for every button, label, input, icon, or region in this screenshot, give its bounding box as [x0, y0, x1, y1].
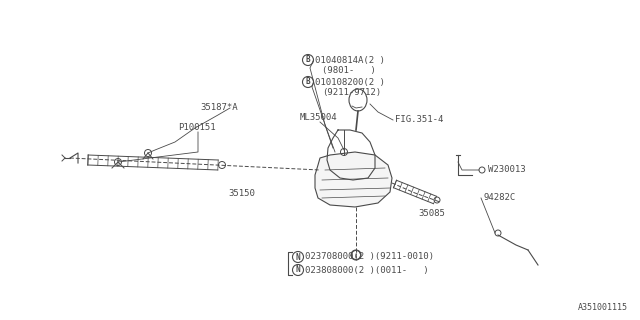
Text: A351001115: A351001115	[578, 303, 628, 312]
Text: 023808000(2 )(0011-   ): 023808000(2 )(0011- )	[305, 266, 429, 275]
Text: 35187*A: 35187*A	[200, 103, 237, 113]
Text: FIG.351-4: FIG.351-4	[395, 116, 444, 124]
Text: 35085: 35085	[418, 209, 445, 218]
Text: (9211-9712): (9211-9712)	[322, 87, 381, 97]
Text: W230013: W230013	[488, 165, 525, 174]
Text: N: N	[296, 252, 300, 261]
Text: 010108200(2 ): 010108200(2 )	[315, 77, 385, 86]
Text: 01040814A(2 ): 01040814A(2 )	[315, 55, 385, 65]
Text: (9801-   ): (9801- )	[322, 66, 376, 75]
Text: N: N	[296, 266, 300, 275]
Text: B: B	[306, 55, 310, 65]
Text: 94282C: 94282C	[483, 194, 515, 203]
Polygon shape	[315, 152, 392, 207]
Text: B: B	[306, 77, 310, 86]
Text: 35150: 35150	[228, 188, 255, 197]
Text: ML35004: ML35004	[300, 114, 338, 123]
Text: 023708000(2 )(9211-0010): 023708000(2 )(9211-0010)	[305, 252, 434, 261]
Text: P100151: P100151	[178, 124, 216, 132]
